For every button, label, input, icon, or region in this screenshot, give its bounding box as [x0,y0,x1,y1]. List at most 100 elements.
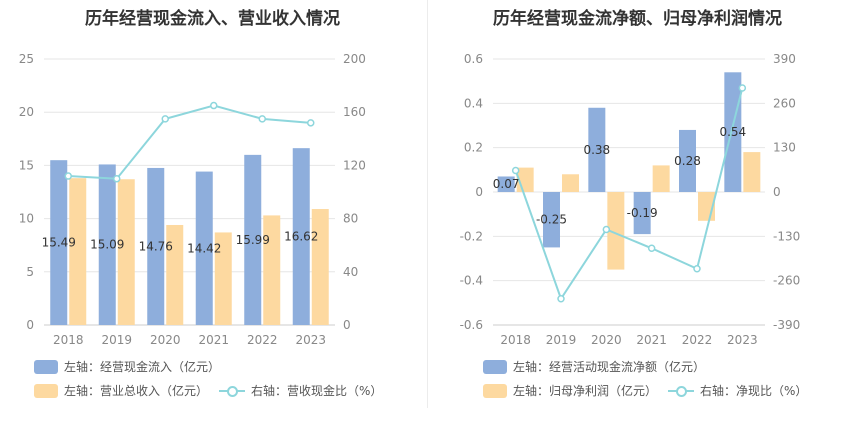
left-chart-plot: 0 5 10 15 20 25 0 40 80 120 160 200 2018 2019 2020 2021… [19,52,366,345]
x-tick-label: 2023 [727,333,758,345]
y-left-tick-label: 0 [475,185,483,199]
line-point [602,225,611,234]
data-label: -0.25 [536,213,567,227]
bar-secondary [263,215,281,325]
bar-secondary [562,174,579,192]
line-point [113,174,121,183]
y-left-tick-label: 10 [19,212,34,226]
y-right-tick-label: 40 [343,265,358,279]
bar-primary [292,148,310,325]
legend-swatch-bar [483,383,507,398]
bar-primary [50,160,68,325]
y-left-tick-label: -0.4 [460,274,483,288]
data-label: 0.54 [719,125,746,139]
line-point [557,294,565,303]
legend-label: 左轴：归母净利润（亿元） [513,384,658,398]
bar-primary [497,176,515,192]
y-left-tick-label: 20 [19,105,34,119]
x-tick-label: 2023 [295,333,326,345]
line-point [64,172,72,180]
legend-item-revenue-cash-ratio[interactable]: 右轴：营收现金比（%） [219,382,382,399]
line-point [307,119,315,127]
bar-primary [147,167,165,325]
y-right-tick-label: -130 [773,229,800,243]
y-right-tick-label: 130 [773,141,796,155]
right-chart-panel: 历年经营现金流净额、归母净利润情况 -0.6 -0.4 -0.2 0 0.2 0.4 0.6… [425,0,850,438]
x-tick-label: 2021 [198,333,229,345]
x-tick-label: 2018 [500,333,531,345]
data-label: 0.07 [493,177,520,191]
line-series [514,87,744,301]
legend-item-net-profit[interactable]: 左轴：归母净利润（亿元） [483,382,657,399]
y-left-tick-label: 0.4 [464,96,483,110]
legend-label: 左轴：经营活动现金流净额（亿元） [513,360,706,374]
right-chart-plot: -0.6 -0.4 -0.2 0 0.2 0.4 0.6 -390 -260 -130 0 130 26… [460,52,801,345]
y-right-tick-label: 260 [773,96,796,110]
left-chart-title: 历年经营现金流入、营业收入情况 [85,9,340,29]
bar-primary [588,107,606,192]
data-label: 0.28 [674,154,701,168]
y-left-tick-label: 0 [26,318,34,332]
left-chart-panel: 历年经营现金流入、营业收入情况 0 5 10 15 20 25 0 40 80 120 160 200… [19,9,383,399]
y-right-tick-label: 200 [343,52,366,66]
y-left-tick-label: 5 [26,265,34,279]
y-right-tick-label: 160 [343,105,366,119]
data-label: 14.76 [139,239,173,253]
line-point [161,115,169,123]
legend-item-net-cash-ratio[interactable]: 右轴：净现比（%） [668,382,807,399]
line-series [68,104,311,180]
legend-label: 右轴：营收现金比（%） [251,384,383,398]
x-tick-label: 2021 [636,333,667,345]
line-point [258,115,266,123]
data-label: 16.62 [284,230,318,244]
y-right-tick-label: -260 [773,274,800,288]
x-tick-label: 2019 [546,333,577,345]
bar-secondary [743,152,761,192]
y-right-tick-label: 0 [773,185,781,199]
panel-divider [427,0,428,408]
legend-item-cash-inflow[interactable]: 左轴：经营现金流入（亿元） [34,358,220,375]
y-left-tick-label: 0.6 [464,52,483,66]
y-left-tick-label: 15 [19,158,34,172]
legend-label: 左轴：营业总收入（亿元） [64,384,209,398]
line-point [647,244,656,253]
x-tick-label: 2020 [591,333,622,345]
bar-primary [679,129,696,192]
line-point [738,84,747,92]
data-label: 15.49 [42,236,76,250]
legend-swatch-bar [34,359,58,374]
bar-primary [195,171,213,325]
legend-item-net-operating-cash[interactable]: 左轴：经营活动现金流净额（亿元） [483,358,705,375]
bar-primary [633,192,651,235]
bar-primary [98,164,116,325]
legend-swatch-bar [34,383,58,398]
legend-item-revenue[interactable]: 左轴：营业总收入（亿元） [34,382,208,399]
x-tick-label: 2019 [101,333,132,345]
x-tick-label: 2018 [53,333,84,345]
x-tick-label: 2022 [682,333,713,345]
legend-label: 右轴：净现比（%） [700,384,808,398]
line-point [511,166,520,175]
legend-label: 左轴：经营现金流入（亿元） [64,360,221,374]
y-left-tick-label: -0.2 [460,229,483,243]
legend-swatch-line [219,384,245,398]
bar-secondary [214,232,232,325]
line-point [210,101,218,110]
data-label: 15.09 [90,238,124,252]
bar-secondary [166,224,184,325]
x-tick-label: 2022 [247,333,278,345]
bar-secondary [69,178,87,325]
bar-primary [724,72,742,192]
y-right-tick-label: 80 [343,212,358,226]
y-right-tick-label: 120 [343,158,366,172]
y-right-tick-label: -390 [773,318,800,332]
line-point [693,264,701,273]
data-label: 15.99 [236,233,270,247]
bar-secondary [652,165,670,192]
y-left-tick-label: 0.2 [464,141,483,155]
data-label: 0.38 [583,143,610,157]
y-right-tick-label: 390 [773,52,796,66]
right-chart-title: 历年经营现金流净额、归母净利润情况 [493,9,782,29]
bar-secondary [607,192,625,270]
data-label: -0.19 [627,206,658,220]
